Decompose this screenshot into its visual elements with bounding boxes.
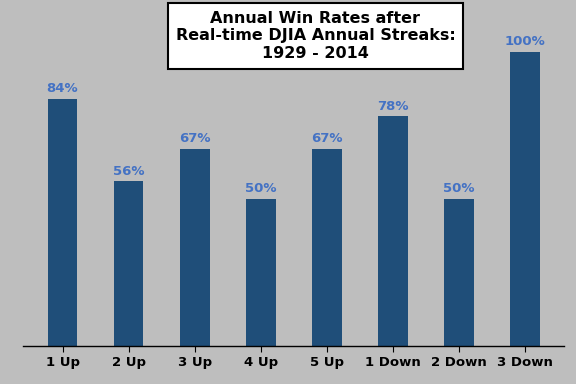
Bar (312, 149, 342, 346)
Text: 84%: 84% (47, 82, 78, 95)
Text: 78%: 78% (377, 100, 408, 113)
Text: 100%: 100% (505, 35, 545, 48)
Text: 67%: 67% (179, 132, 210, 145)
Bar (246, 199, 275, 346)
Text: 50%: 50% (245, 182, 276, 195)
Bar (444, 199, 474, 346)
Text: Annual Win Rates after
Real-time DJIA Annual Streaks:
1929 - 2014: Annual Win Rates after Real-time DJIA An… (176, 11, 455, 61)
Text: 50%: 50% (443, 182, 475, 195)
Text: 67%: 67% (311, 132, 343, 145)
Bar (113, 181, 143, 346)
Bar (180, 149, 210, 346)
Bar (378, 116, 408, 346)
Text: 56%: 56% (113, 164, 145, 177)
Bar (510, 52, 540, 346)
Bar (48, 99, 77, 346)
